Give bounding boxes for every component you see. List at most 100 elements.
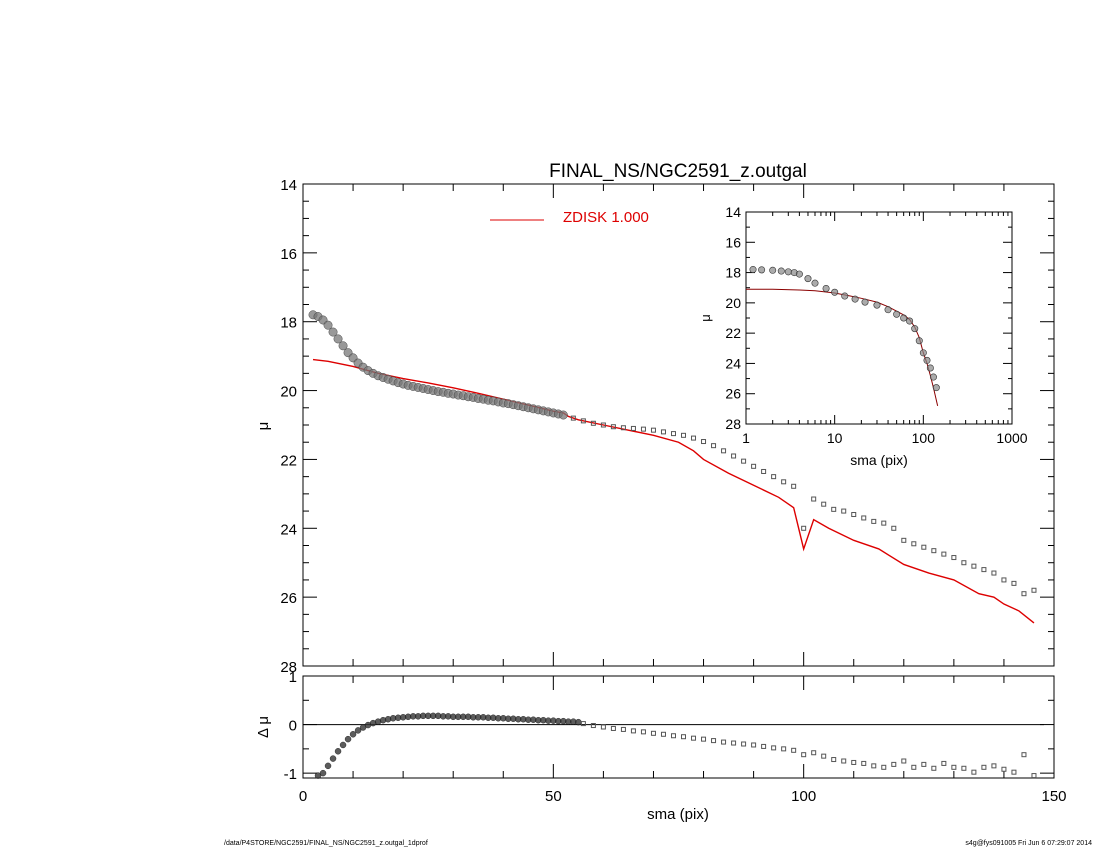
residual-point <box>851 759 857 765</box>
inset-observed-point <box>851 295 859 303</box>
residual-point <box>575 718 582 726</box>
legend-label: ZDISK 1.000 <box>563 209 649 226</box>
main-observed-point <box>1011 580 1017 586</box>
main-observed-point <box>921 544 927 550</box>
residual-point <box>811 750 817 756</box>
residual-x-tick-label: 0 <box>299 788 307 805</box>
main-observed-point <box>630 425 636 431</box>
residual-point <box>971 769 977 775</box>
main-observed-point <box>851 512 857 518</box>
residual-series <box>314 712 1037 779</box>
residual-point <box>590 723 596 729</box>
inset-observed-point <box>822 284 830 292</box>
footer-right: s4g@fys091005 Fri Jun 6 07:29:07 2014 <box>965 840 1092 847</box>
residual-point <box>951 764 957 770</box>
main-model-series <box>312 358 1035 624</box>
inset-model-series <box>746 288 939 406</box>
inset-model-line <box>746 288 939 406</box>
residual-point <box>991 763 997 769</box>
residual-point <box>681 734 687 740</box>
main-y-tick-label: 26 <box>280 590 297 607</box>
residual-point <box>660 731 666 737</box>
main-observed-point <box>961 560 967 566</box>
residual-point <box>324 762 332 770</box>
main-observed-point <box>941 551 947 557</box>
main-observed-point <box>901 537 907 543</box>
main-observed-point <box>781 479 787 485</box>
residual-panel: Δ μ sma (pix) 10-10 50 100 150 <box>255 669 1067 823</box>
residual-point <box>349 731 357 738</box>
main-observed-point <box>881 520 887 526</box>
residual-point <box>731 740 737 746</box>
main-observed-point <box>831 506 837 512</box>
main-y-tick-label: 22 <box>280 452 297 469</box>
inset-x-tick-label: 1 <box>742 430 750 446</box>
main-observed-point <box>1001 577 1007 583</box>
main-observed-point <box>1021 591 1027 597</box>
inset-y-tick-label: 24 <box>725 355 741 371</box>
residual-x-axis-label: sma (pix) <box>647 806 709 823</box>
main-observed-point <box>891 525 897 531</box>
main-observed-point <box>751 463 757 469</box>
inset-observed-point <box>784 268 792 276</box>
main-observed-point <box>323 320 333 330</box>
residual-frame <box>302 675 1055 779</box>
residual-point <box>911 764 917 770</box>
residual-x-tick-label: 100 <box>791 788 816 805</box>
inset-observed-point <box>919 349 927 357</box>
main-observed-point <box>951 555 957 561</box>
main-observed-point <box>741 458 747 464</box>
residual-point <box>711 738 717 744</box>
residual-point <box>981 764 987 770</box>
main-model-line <box>312 358 1035 624</box>
inset-y-tick-label: 22 <box>725 325 741 341</box>
inset-x-tick-label: 1000 <box>996 430 1027 446</box>
inset-observed-point <box>777 267 785 275</box>
residual-point <box>781 746 787 752</box>
residual-point <box>721 739 727 745</box>
inset-x-tick-label: 10 <box>827 430 843 446</box>
main-y-tick-label: 20 <box>280 384 297 401</box>
inset-y-tick-label: 18 <box>725 265 741 281</box>
main-y-tick-label: 16 <box>280 246 297 263</box>
inset-observed-series <box>749 266 940 392</box>
inset-frame <box>745 211 1013 425</box>
main-observed-point <box>871 518 877 524</box>
residual-y-tick-label: -1 <box>284 766 297 783</box>
main-observed-point <box>801 525 807 531</box>
main-observed-point <box>338 341 348 351</box>
inset-observed-point <box>769 266 777 274</box>
main-observed-point <box>570 415 576 421</box>
main-observed-point <box>333 334 343 344</box>
residual-point <box>329 755 337 762</box>
inset-observed-point <box>873 301 881 309</box>
residual-x-tick-label: 150 <box>1041 788 1066 805</box>
main-observed-point <box>811 496 817 502</box>
inset-y-tick-label: 20 <box>725 295 741 311</box>
residual-point <box>801 752 807 758</box>
main-observed-point <box>600 422 606 428</box>
main-observed-series <box>308 310 1037 597</box>
residual-point <box>791 747 797 753</box>
residual-point <box>841 758 847 764</box>
main-panel: FINAL_NS/NGC2591_z.outgal μ 14 16 18 20 22 24… <box>255 161 1055 676</box>
inset-observed-point <box>929 373 937 381</box>
residual-point <box>620 726 626 732</box>
main-y-tick-label: 24 <box>280 521 297 538</box>
main-y-axis-label: μ <box>255 422 272 431</box>
inset-observed-point <box>911 325 919 333</box>
residual-point <box>1001 766 1007 772</box>
inset-observed-point <box>749 266 757 274</box>
main-observed-point <box>701 439 707 445</box>
residual-point <box>941 760 947 766</box>
inset-y-axis-label: μ <box>698 314 713 322</box>
residual-point <box>640 729 646 735</box>
main-observed-point <box>681 432 687 438</box>
residual-point <box>600 724 606 730</box>
residual-ticks: 10-10 50 100 150 <box>284 669 1067 805</box>
inset-ticks: 14 16 18 20 22 24 26 281 10 100 1000 <box>725 204 1027 446</box>
residual-point <box>670 733 676 739</box>
residual-point <box>691 735 697 741</box>
main-frame <box>302 183 1055 667</box>
